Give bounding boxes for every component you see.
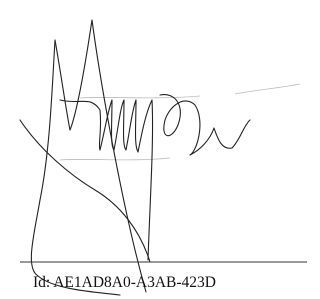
signature-image: Id: AE1AD8A0-A3AB-423D	[0, 0, 307, 299]
background	[0, 0, 307, 299]
signature-id: Id: AE1AD8A0-A3AB-423D	[33, 274, 216, 291]
